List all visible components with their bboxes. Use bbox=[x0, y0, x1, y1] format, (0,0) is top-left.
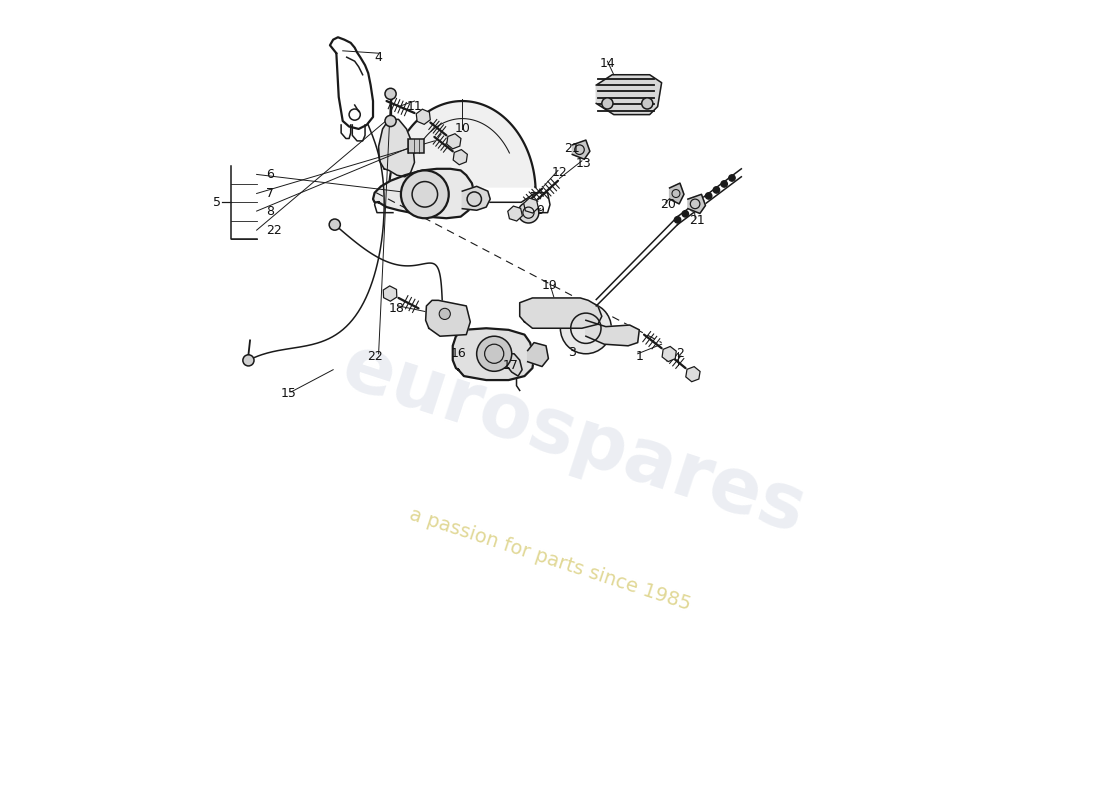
Circle shape bbox=[385, 115, 396, 126]
Text: 3: 3 bbox=[569, 346, 576, 358]
Polygon shape bbox=[662, 346, 676, 362]
Polygon shape bbox=[378, 119, 415, 177]
Circle shape bbox=[476, 336, 512, 371]
Text: 9: 9 bbox=[537, 204, 544, 217]
Text: 19: 19 bbox=[542, 279, 558, 293]
Text: 6: 6 bbox=[266, 168, 274, 181]
Polygon shape bbox=[426, 300, 471, 336]
Polygon shape bbox=[688, 194, 705, 214]
Polygon shape bbox=[453, 150, 468, 165]
Circle shape bbox=[729, 174, 735, 181]
Polygon shape bbox=[586, 320, 639, 346]
Text: 12: 12 bbox=[552, 166, 568, 179]
Circle shape bbox=[385, 88, 396, 99]
Circle shape bbox=[690, 205, 696, 211]
Circle shape bbox=[439, 308, 450, 319]
Text: 22: 22 bbox=[266, 224, 282, 237]
Text: 16: 16 bbox=[450, 347, 466, 360]
Text: 20: 20 bbox=[660, 198, 675, 211]
Polygon shape bbox=[670, 183, 684, 204]
Circle shape bbox=[697, 198, 704, 205]
Circle shape bbox=[560, 302, 612, 354]
Polygon shape bbox=[508, 206, 522, 221]
Polygon shape bbox=[596, 74, 661, 114]
Polygon shape bbox=[416, 109, 430, 124]
Polygon shape bbox=[447, 134, 461, 149]
Polygon shape bbox=[453, 328, 535, 380]
Circle shape bbox=[720, 181, 727, 187]
Text: 17: 17 bbox=[503, 359, 518, 372]
Circle shape bbox=[400, 170, 449, 218]
FancyBboxPatch shape bbox=[408, 138, 424, 153]
Text: 2: 2 bbox=[676, 347, 684, 360]
Polygon shape bbox=[572, 140, 590, 159]
Text: 13: 13 bbox=[575, 157, 592, 170]
Text: 22: 22 bbox=[366, 350, 383, 362]
Circle shape bbox=[243, 354, 254, 366]
Text: a passion for parts since 1985: a passion for parts since 1985 bbox=[407, 505, 693, 614]
Text: 21: 21 bbox=[689, 214, 705, 227]
Polygon shape bbox=[462, 186, 491, 210]
Circle shape bbox=[518, 202, 539, 223]
Polygon shape bbox=[373, 169, 474, 218]
Text: 4: 4 bbox=[375, 50, 383, 64]
Circle shape bbox=[682, 210, 689, 217]
Text: eurospares: eurospares bbox=[333, 330, 815, 550]
Text: 11: 11 bbox=[407, 100, 422, 113]
Polygon shape bbox=[503, 354, 522, 376]
Circle shape bbox=[713, 186, 719, 193]
Text: 1: 1 bbox=[636, 350, 644, 362]
Circle shape bbox=[674, 217, 681, 223]
Circle shape bbox=[602, 98, 613, 109]
Polygon shape bbox=[519, 298, 602, 328]
Text: 8: 8 bbox=[266, 205, 274, 218]
Circle shape bbox=[329, 219, 340, 230]
Text: 21: 21 bbox=[564, 142, 580, 155]
Text: 18: 18 bbox=[389, 302, 405, 315]
Text: 7: 7 bbox=[266, 187, 274, 200]
Polygon shape bbox=[528, 342, 549, 366]
Polygon shape bbox=[383, 286, 397, 301]
Text: 10: 10 bbox=[454, 122, 470, 135]
Text: 14: 14 bbox=[600, 57, 615, 70]
Circle shape bbox=[705, 193, 712, 199]
Polygon shape bbox=[685, 366, 700, 382]
Polygon shape bbox=[524, 198, 538, 213]
Polygon shape bbox=[389, 101, 536, 187]
Circle shape bbox=[641, 98, 652, 109]
Text: 15: 15 bbox=[280, 387, 296, 400]
Text: 5: 5 bbox=[212, 196, 221, 209]
